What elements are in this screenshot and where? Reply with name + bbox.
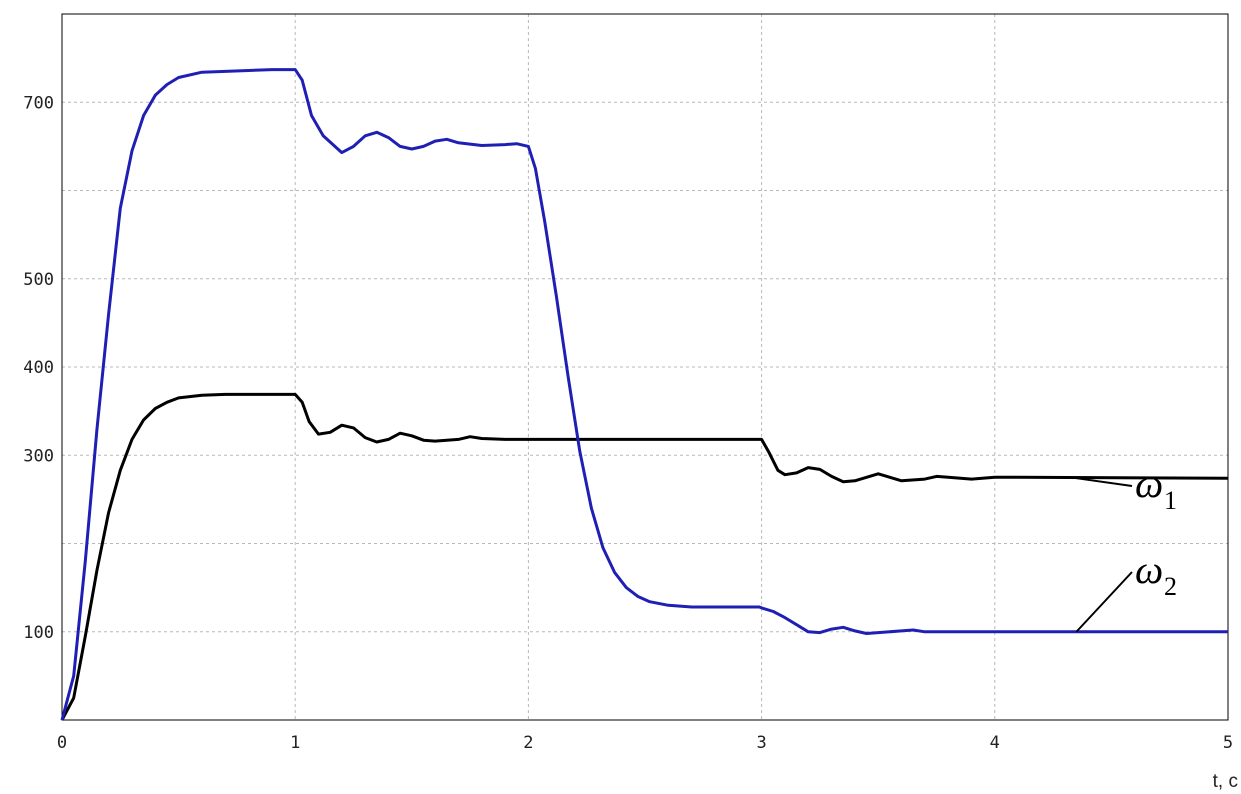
x-axis-label: t, c [1213, 771, 1238, 792]
grid-lines [62, 14, 1228, 720]
plot-frame [61, 13, 1229, 721]
x-tick-label: 1 [290, 733, 300, 753]
series-label-subscript-2: 2 [1164, 572, 1177, 601]
y-tick-label: 300 [23, 446, 54, 466]
y-tick-label: 100 [23, 623, 54, 643]
series-lines [60, 68, 1229, 721]
series-label-subscript-1: 1 [1164, 486, 1177, 515]
series-line-2 [60, 68, 1228, 721]
axis-ticks: 0 1 2 3 4 5 100 300 400 500 700 [23, 93, 1233, 753]
series-label-leader [1076, 477, 1133, 487]
x-tick-label: 3 [756, 733, 766, 753]
series-line-1 [60, 392, 1229, 721]
series-label-leader [1075, 571, 1133, 633]
y-tick-label: 700 [23, 93, 54, 113]
series-label-2: ω [1135, 547, 1163, 592]
y-tick-label: 400 [23, 358, 54, 378]
x-tick-label: 5 [1223, 733, 1233, 753]
series-label-1: ω [1135, 461, 1163, 506]
x-tick-label: 2 [523, 733, 533, 753]
y-tick-label: 500 [23, 270, 54, 290]
x-tick-label: 4 [990, 733, 1000, 753]
x-tick-label: 0 [57, 733, 67, 753]
series-labels: ω 1ω 2 [1075, 461, 1177, 633]
